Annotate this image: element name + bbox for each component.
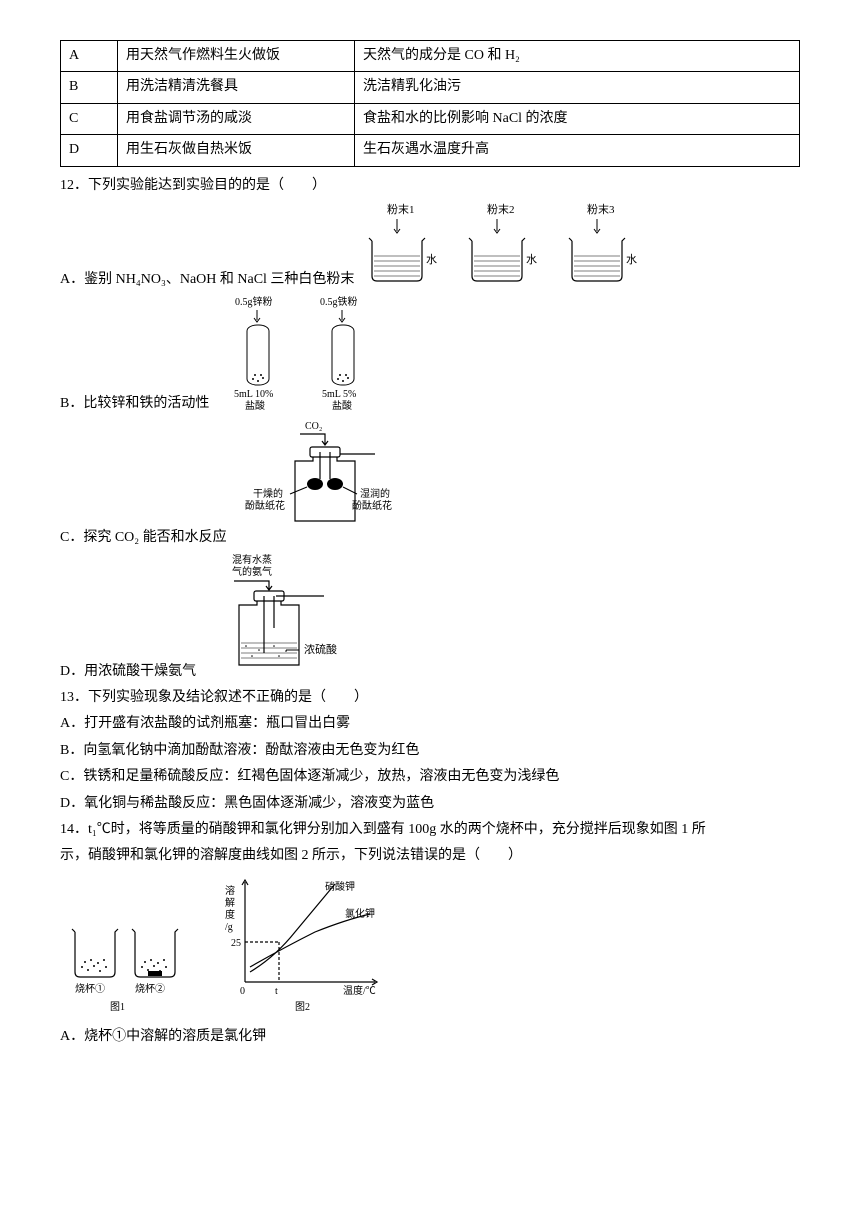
svg-text:0: 0 — [240, 986, 245, 997]
optC-text: C．探究 CO₂ 能否和水反应 — [60, 527, 227, 549]
cell-reason: 洗洁精乳化油污 — [355, 72, 800, 103]
options-table: A 用天然气作燃料生火做饭 天然气的成分是 CO 和 H₂ B 用洗洁精清洗餐具… — [60, 40, 800, 167]
q14-stem2: 示，硝酸钾和氯化钾的溶解度曲线如图 2 所示，下列说法错误的是（ ） — [60, 845, 800, 867]
svg-text:解: 解 — [225, 896, 235, 909]
svg-text:5mL 5%: 5mL 5% — [322, 389, 356, 400]
q13-text: 下列实验现象及结论叙述不正确的是（ ） — [88, 690, 368, 705]
q13-A: A．打开盛有浓盐酸的试剂瓶塞：瓶口冒出白雾 — [60, 713, 800, 735]
optA-text: A．鉴别 NH₄NO₃、NaOH 和 NaCl 三种白色粉末 — [60, 269, 354, 291]
optD-text: D．用浓硫酸干燥氨气 — [60, 661, 196, 683]
optB-text: B．比较锌和铁的活动性 — [60, 393, 209, 415]
nh3-bottle-diagram: 混有水蒸气的氨气 浓硫酸 — [204, 553, 384, 683]
cell-action: 用食盐调节汤的咸淡 — [118, 103, 355, 134]
table-row: D 用生石灰做自热米饭 生石灰遇水温度升高 — [61, 135, 800, 166]
beakers-diagram: 粉末1 粉末2 粉末3 水 水 水 — [362, 201, 662, 291]
svg-text:度: 度 — [225, 908, 235, 921]
svg-text:气的氨气: 气的氨气 — [232, 565, 272, 578]
svg-text:酚酞纸花: 酚酞纸花 — [352, 499, 392, 512]
cell-action: 用天然气作燃料生火做饭 — [118, 41, 355, 72]
cell-reason: 天然气的成分是 CO 和 H₂ — [355, 41, 800, 72]
svg-text:图2: 图2 — [295, 1001, 310, 1013]
q13-stem: 13．下列实验现象及结论叙述不正确的是（ ） — [60, 687, 800, 709]
svg-text:干燥的: 干燥的 — [253, 487, 283, 500]
q12-num: 12． — [60, 178, 88, 193]
table-row: A 用天然气作燃料生火做饭 天然气的成分是 CO 和 H₂ — [61, 41, 800, 72]
q12-optC: C．探究 CO₂ 能否和水反应 CO₂ 干燥的酚酞纸花 湿润的酚酞纸花 — [60, 419, 800, 549]
cell-opt: D — [61, 135, 118, 166]
svg-text:25: 25 — [231, 938, 241, 949]
svg-text:水: 水 — [426, 253, 437, 266]
cell-reason: 食盐和水的比例影响 NaCl 的浓度 — [355, 103, 800, 134]
q12-optD: D．用浓硫酸干燥氨气 混有水蒸气的氨气 浓硫酸 — [60, 553, 800, 683]
svg-text:5mL 10%: 5mL 10% — [234, 389, 273, 400]
tubes-diagram: 0.5g锌粉 0.5g铁粉 5mL 10%盐酸 5mL 5%盐酸 — [217, 295, 417, 415]
svg-text:t: t — [275, 986, 278, 997]
cell-opt: B — [61, 72, 118, 103]
svg-text:氯化钾: 氯化钾 — [345, 907, 375, 920]
q13-D: D．氧化铜与稀盐酸反应：黑色固体逐渐减少，溶液变为蓝色 — [60, 793, 800, 815]
table-row: C 用食盐调节汤的咸淡 食盐和水的比例影响 NaCl 的浓度 — [61, 103, 800, 134]
cell-opt: A — [61, 41, 118, 72]
svg-text:0.5g铁粉: 0.5g铁粉 — [320, 295, 358, 308]
q14-stem: 14．t₁℃时，将等质量的硝酸钾和氯化钾分别加入到盛有 100g 水的两个烧杯中… — [60, 819, 800, 841]
svg-text:0.5g锌粉: 0.5g锌粉 — [235, 295, 273, 308]
svg-text:CO₂: CO₂ — [305, 421, 322, 432]
svg-text:浓硫酸: 浓硫酸 — [304, 642, 337, 656]
q12-stem: 12．下列实验能达到实验目的的是（ ） — [60, 175, 800, 197]
svg-text:/g: /g — [225, 922, 233, 933]
svg-text:硝酸钾: 硝酸钾 — [325, 880, 355, 893]
svg-text:水: 水 — [526, 253, 537, 266]
q13-B: B．向氢氧化钠中滴加酚酞溶液：酚酞溶液由无色变为红色 — [60, 740, 800, 762]
q14-A: A．烧杯①中溶解的溶质是氯化钾 — [60, 1026, 800, 1048]
svg-text:盐酸: 盐酸 — [332, 399, 352, 412]
svg-text:混有水蒸: 混有水蒸 — [232, 553, 272, 566]
cell-action: 用洗洁精清洗餐具 — [118, 72, 355, 103]
cell-opt: C — [61, 103, 118, 134]
table-row: B 用洗洁精清洗餐具 洗洁精乳化油污 — [61, 72, 800, 103]
svg-text:粉末2: 粉末2 — [487, 202, 515, 216]
q12-text: 下列实验能达到实验目的的是（ ） — [88, 178, 326, 193]
q13-C: C．铁锈和足量稀硫酸反应：红褐色固体逐渐减少，放热，溶液由无色变为浅绿色 — [60, 766, 800, 788]
svg-text:水: 水 — [626, 253, 637, 266]
svg-text:粉末1: 粉末1 — [387, 202, 415, 216]
q14-num: 14． — [60, 822, 88, 837]
svg-text:溶: 溶 — [225, 884, 235, 897]
q12-optB: B．比较锌和铁的活动性 0.5g锌粉 0.5g铁粉 5mL 10%盐酸 5mL … — [60, 295, 800, 415]
svg-text:温度/℃: 温度/℃ — [343, 984, 376, 997]
q14-figures: 烧杯① 烧杯② 图1 溶解度/g 25 0 t 温度/℃ 硝酸钾 氯化钾 图2 — [60, 872, 400, 1022]
svg-text:酚酞纸花: 酚酞纸花 — [245, 499, 285, 512]
svg-text:烧杯①: 烧杯① — [75, 982, 105, 995]
co2-bottle-diagram: CO₂ 干燥的酚酞纸花 湿润的酚酞纸花 — [235, 419, 435, 549]
q14-text1: t₁℃时，将等质量的硝酸钾和氯化钾分别加入到盛有 100g 水的两个烧杯中，充分… — [88, 822, 706, 837]
svg-text:图1: 图1 — [110, 1001, 125, 1013]
svg-text:盐酸: 盐酸 — [245, 399, 265, 412]
q12-optA: A．鉴别 NH₄NO₃、NaOH 和 NaCl 三种白色粉末 粉末1 粉末2 粉… — [60, 201, 800, 291]
svg-text:粉末3: 粉末3 — [587, 202, 615, 216]
cell-reason: 生石灰遇水温度升高 — [355, 135, 800, 166]
cell-action: 用生石灰做自热米饭 — [118, 135, 355, 166]
svg-text:烧杯②: 烧杯② — [135, 982, 165, 995]
q13-num: 13． — [60, 690, 88, 705]
svg-text:湿润的: 湿润的 — [360, 487, 390, 500]
